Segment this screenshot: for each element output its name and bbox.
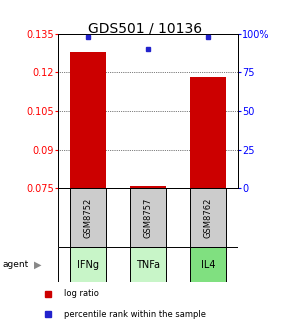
Text: GSM8757: GSM8757 xyxy=(143,197,153,238)
Bar xyxy=(190,77,226,188)
Bar xyxy=(190,188,226,247)
Text: ▶: ▶ xyxy=(34,260,41,269)
Text: percentile rank within the sample: percentile rank within the sample xyxy=(64,310,206,319)
Text: agent: agent xyxy=(3,260,29,269)
Text: IL4: IL4 xyxy=(201,260,215,269)
Text: IFNg: IFNg xyxy=(77,260,99,269)
Text: GDS501 / 10136: GDS501 / 10136 xyxy=(88,22,202,36)
Bar xyxy=(130,188,166,247)
Bar xyxy=(190,247,226,282)
Text: GSM8752: GSM8752 xyxy=(84,198,93,238)
Text: TNFa: TNFa xyxy=(136,260,160,269)
Bar xyxy=(130,185,166,188)
Bar xyxy=(70,247,106,282)
Text: GSM8762: GSM8762 xyxy=(203,197,212,238)
Bar xyxy=(70,188,106,247)
Text: log ratio: log ratio xyxy=(64,289,99,298)
Bar xyxy=(70,52,106,188)
Bar xyxy=(130,247,166,282)
